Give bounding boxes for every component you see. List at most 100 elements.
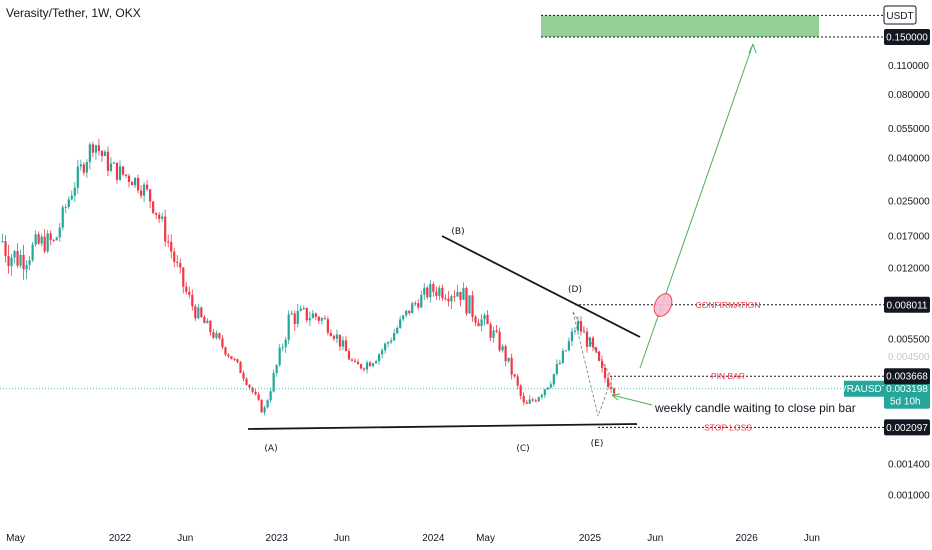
candle-body — [519, 385, 522, 396]
candle-body — [320, 318, 323, 321]
candle-body — [124, 174, 128, 176]
candle-body — [139, 190, 143, 196]
candle-body — [176, 261, 179, 263]
candle-body — [522, 395, 525, 403]
candle-body — [34, 234, 37, 245]
candle-body — [347, 351, 351, 360]
candle-body — [179, 262, 182, 268]
time-tick-label: 2026 — [736, 533, 759, 544]
time-tick-label: 2024 — [422, 533, 445, 544]
candle-body — [432, 284, 435, 292]
candle-body — [31, 244, 34, 261]
candle-body — [492, 330, 495, 338]
target-arrow — [639, 43, 754, 369]
candles — [1, 138, 616, 416]
candle-body — [591, 337, 595, 348]
candle-body — [450, 296, 453, 302]
candle-body — [182, 267, 185, 287]
wave-label: (B) — [451, 227, 464, 237]
candle-body — [423, 287, 426, 295]
note-arrow — [611, 394, 653, 406]
time-tick-label: Jun — [334, 533, 350, 544]
candle-body — [257, 394, 260, 400]
candle-body — [112, 162, 116, 164]
candle-body — [477, 322, 480, 327]
symbol-label: VRAUSDT — [840, 384, 888, 395]
price-tick-label: 0.040000 — [888, 153, 930, 164]
candle-body — [510, 357, 513, 375]
candle-body — [534, 400, 537, 402]
candle-body — [414, 303, 417, 305]
time-tick-label: Jun — [647, 533, 663, 544]
candle-body — [100, 150, 104, 156]
candle-body — [76, 166, 79, 188]
candle-body — [299, 308, 302, 311]
candle-body — [474, 316, 477, 323]
candle-body — [435, 291, 438, 296]
candle-body — [305, 307, 308, 321]
candle-body — [52, 239, 55, 241]
candle-body — [459, 291, 462, 300]
candle-body — [155, 212, 158, 215]
candle-body — [173, 251, 176, 262]
candle-body — [384, 343, 387, 351]
candle-body — [43, 236, 46, 252]
candle-body — [603, 367, 607, 379]
candle-body — [296, 310, 299, 324]
candle-body — [528, 399, 531, 404]
currency-box[interactable] — [883, 5, 917, 25]
price-label-box — [884, 419, 930, 436]
price-label-box — [884, 29, 930, 45]
candle-body — [374, 361, 378, 364]
candle-body — [552, 373, 555, 385]
time-tick-label: Jun — [177, 533, 193, 544]
candle-body — [260, 399, 263, 413]
resistance-trendline — [441, 235, 641, 338]
candle-body — [212, 332, 215, 338]
candle-body — [609, 386, 613, 389]
candle-body — [405, 310, 408, 316]
candle-body — [504, 346, 507, 362]
candle-body — [269, 391, 272, 401]
candle-body — [218, 333, 221, 339]
candle-body — [378, 354, 381, 362]
candle-body — [46, 233, 49, 252]
price-tick-label: 0.005500 — [888, 335, 930, 346]
candle-body — [441, 287, 444, 299]
candle-body — [245, 378, 248, 385]
candle-body — [579, 321, 583, 332]
candle-body — [543, 389, 546, 395]
candle-body — [152, 201, 155, 213]
candle-body — [516, 376, 519, 386]
candle-body — [311, 313, 314, 319]
candle-body — [61, 207, 64, 228]
target-arrow-head — [748, 43, 757, 54]
candle-body — [28, 260, 31, 265]
candle-body — [185, 286, 188, 292]
candle-body — [287, 314, 290, 340]
candle-body — [40, 236, 43, 244]
candle-body — [471, 295, 474, 317]
candle-body — [88, 144, 91, 163]
candle-body — [408, 310, 411, 314]
candle-body — [22, 254, 25, 270]
price-tick-label: 0.055000 — [888, 124, 930, 135]
candle-body — [359, 364, 363, 369]
wave-label: (E) — [591, 439, 604, 449]
price-axis[interactable]: 0.150000 0.110000 0.080000 0.055000 0.040000… — [884, 29, 930, 502]
time-axis[interactable]: May 2022 Jun 2023 Jun 2024 May 2025 Jun 2026 Jun — [6, 533, 820, 544]
candle-body — [561, 350, 564, 364]
candle-body — [25, 264, 28, 270]
candle-body — [16, 250, 19, 266]
candle-body — [133, 177, 137, 186]
candle-body — [495, 330, 498, 332]
candle-body — [489, 324, 492, 338]
candle-body — [390, 340, 393, 343]
candle-body — [118, 166, 122, 180]
time-tick-label: 2022 — [109, 533, 132, 544]
candle-body — [266, 400, 269, 408]
candle-body — [600, 360, 604, 368]
chart-title: Verasity/Tether, 1W, OKX — [6, 6, 141, 20]
candle-body — [103, 151, 107, 156]
